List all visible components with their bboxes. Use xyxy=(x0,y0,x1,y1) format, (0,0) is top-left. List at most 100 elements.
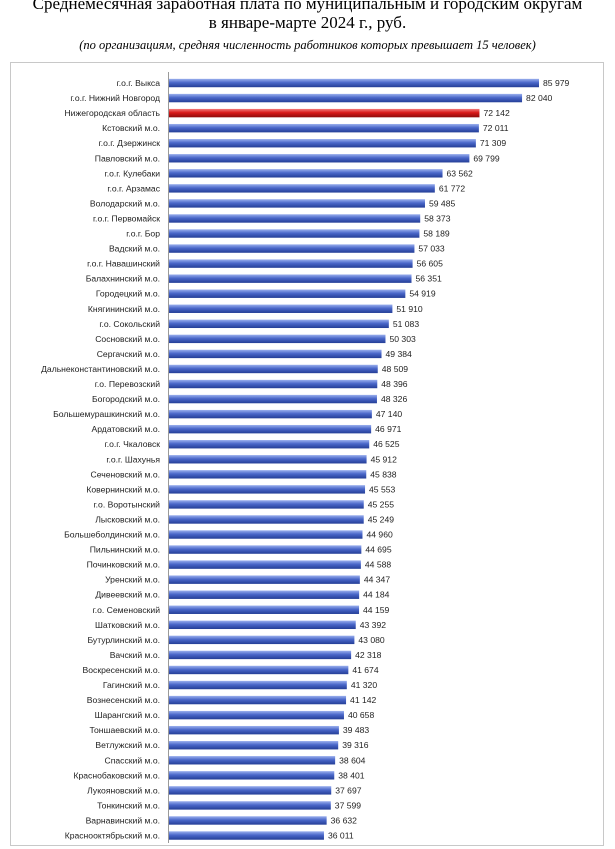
value-label: 85 979 xyxy=(543,78,570,88)
value-label: 45 838 xyxy=(370,469,397,479)
bar xyxy=(169,695,347,705)
value-label: 48 326 xyxy=(381,394,408,404)
bar xyxy=(169,801,331,810)
value-label: 57 033 xyxy=(418,244,445,254)
value-label: 37 599 xyxy=(335,800,362,810)
bar xyxy=(169,440,370,449)
bar xyxy=(169,560,361,569)
bar xyxy=(169,274,412,283)
title-line-1: Среднемесячная заработная плата по муниц… xyxy=(32,0,583,13)
value-label: 54 919 xyxy=(409,289,436,299)
category-label: г.о.г. Чкаловск xyxy=(105,439,161,449)
bar xyxy=(169,424,372,434)
value-label: 40 658 xyxy=(348,710,375,720)
category-label: Вачский м.о. xyxy=(110,650,160,660)
value-label: 56 351 xyxy=(415,274,442,284)
category-label: Дивеевский м.о. xyxy=(95,590,160,600)
bar xyxy=(169,379,378,389)
value-label: 39 316 xyxy=(342,740,369,750)
chart-title: Среднемесячная заработная плата по муниц… xyxy=(0,0,615,32)
value-label: 44 695 xyxy=(365,545,392,555)
category-label: Вадский м.о. xyxy=(109,244,160,254)
bar xyxy=(169,289,406,298)
category-label: Богородский м.о. xyxy=(92,394,160,404)
bar xyxy=(169,635,355,645)
value-label: 48 396 xyxy=(381,379,408,389)
bar xyxy=(169,184,435,193)
bar xyxy=(169,725,339,735)
bar xyxy=(169,319,389,329)
category-label: Большемурашкинский м.о. xyxy=(53,409,160,419)
value-label: 42 318 xyxy=(355,650,382,660)
value-label: 37 697 xyxy=(335,785,362,795)
bar xyxy=(169,515,364,524)
bar xyxy=(169,485,366,494)
value-label: 44 588 xyxy=(365,560,392,570)
value-label: 49 384 xyxy=(386,349,413,359)
category-label: г.о. Перевозский xyxy=(95,379,160,389)
category-label: Сосновский м.о. xyxy=(95,334,160,344)
value-label: 41 320 xyxy=(351,680,378,690)
category-label: Пильнинский м.о. xyxy=(90,545,160,555)
category-label: г.о.г. Дзержинск xyxy=(99,138,161,148)
value-label: 82 040 xyxy=(526,93,553,103)
bar xyxy=(169,545,362,554)
category-label: Варнавинский м.о. xyxy=(86,815,160,825)
value-label: 59 485 xyxy=(429,198,456,208)
value-label: 44 159 xyxy=(363,605,390,615)
category-label: г.о.г. Кулебаки xyxy=(105,168,161,178)
bar xyxy=(169,470,367,479)
category-label: г.о.г. Первомайск xyxy=(93,213,160,223)
value-label: 48 509 xyxy=(382,364,409,374)
category-label: Бутурлинский м.о. xyxy=(87,635,160,645)
value-label: 51 910 xyxy=(396,304,423,314)
bar xyxy=(169,665,349,675)
category-label: Балахнинский м.о. xyxy=(86,274,160,284)
category-label: Уренский м.о. xyxy=(105,575,160,585)
bar xyxy=(169,93,523,103)
value-label: 36 011 xyxy=(328,831,354,841)
bar xyxy=(169,756,336,765)
category-label: г.о. Сокольский xyxy=(99,319,160,329)
bar xyxy=(169,831,324,840)
value-label: 45 553 xyxy=(369,484,396,494)
bar xyxy=(169,590,360,599)
bar xyxy=(169,123,479,133)
value-label: 45 249 xyxy=(368,514,395,524)
value-label: 58 373 xyxy=(424,213,451,223)
bar xyxy=(169,229,420,238)
category-label: г.о.г. Бор xyxy=(126,229,160,239)
value-label: 45 255 xyxy=(368,499,395,509)
category-label: г.о. Воротынский xyxy=(94,499,161,509)
value-label: 36 632 xyxy=(331,815,358,825)
value-label: 41 142 xyxy=(350,695,377,705)
bar xyxy=(169,304,393,313)
category-label: Нижегородская область xyxy=(64,108,160,118)
category-label: Лукояновский м.о. xyxy=(87,785,160,795)
category-label: Сеченовский м.о. xyxy=(91,469,160,479)
category-label: Ковернинский м.о. xyxy=(86,484,160,494)
category-label: Ветлужский м.о. xyxy=(95,740,160,750)
category-label: Княгининский м.о. xyxy=(88,304,160,314)
value-label: 39 483 xyxy=(343,725,370,735)
category-label: Вознесенский м.о. xyxy=(87,695,160,705)
bar xyxy=(169,500,364,509)
value-label: 51 083 xyxy=(393,319,420,329)
category-label: Городецкий м.о. xyxy=(96,289,160,299)
bar xyxy=(169,771,335,780)
bar xyxy=(169,364,378,374)
bar xyxy=(169,409,372,419)
value-label: 41 674 xyxy=(352,665,379,675)
bar xyxy=(169,199,425,208)
bar xyxy=(169,680,347,690)
value-label: 44 960 xyxy=(366,530,393,540)
bar xyxy=(169,349,382,359)
value-label: 72 011 xyxy=(483,123,509,133)
value-label: 71 309 xyxy=(480,138,507,148)
category-label: Тоншаевский м.о. xyxy=(89,725,160,735)
category-label: Сергачский м.о. xyxy=(97,349,160,359)
value-label: 46 525 xyxy=(373,439,400,449)
value-label: 72 142 xyxy=(483,108,510,118)
bar xyxy=(169,244,415,253)
